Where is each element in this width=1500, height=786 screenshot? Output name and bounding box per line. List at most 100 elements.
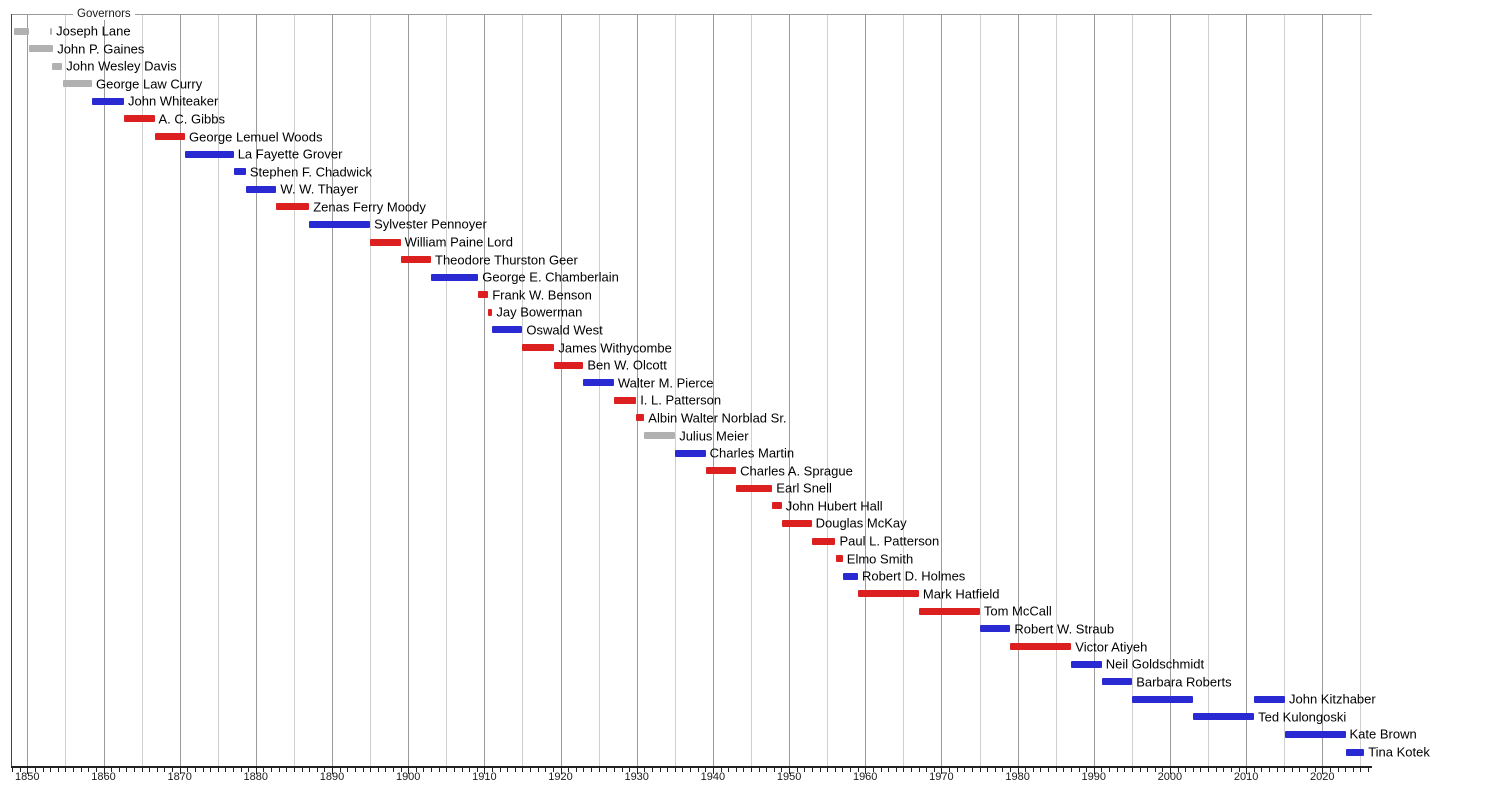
governor-bar	[400, 256, 432, 264]
governor-label: Albin Walter Norblad Sr.	[648, 410, 787, 426]
governor-label: Barbara Roberts	[1136, 674, 1232, 690]
axis-tick	[613, 768, 615, 772]
axis-tick	[194, 768, 196, 772]
axis-tick	[1299, 768, 1301, 772]
governor-bar	[245, 185, 277, 193]
year-label-1990: 1990	[1081, 771, 1107, 783]
gridline-1870	[179, 14, 181, 766]
axis-tick	[1109, 768, 1110, 772]
axis-tick	[1337, 768, 1339, 772]
governor-bar	[492, 326, 523, 334]
axis-tick	[1025, 768, 1027, 772]
axis-tick	[423, 768, 425, 772]
axis-tick	[910, 768, 912, 772]
gridline-1855	[65, 14, 67, 766]
axis-tick	[293, 768, 295, 772]
axis-tick	[1169, 768, 1171, 774]
governor-bar	[1345, 748, 1365, 756]
axis-tick	[834, 768, 836, 772]
gridline-1930	[636, 14, 638, 766]
axis-tick	[1147, 768, 1149, 772]
governor-bar	[51, 62, 63, 70]
governor-label: John Hubert Hall	[785, 498, 883, 514]
axis-tick	[164, 768, 166, 772]
axis-tick	[1329, 768, 1331, 772]
axis-tick	[712, 768, 714, 774]
gridline-1925	[598, 14, 600, 766]
gridline-1890	[332, 14, 333, 766]
axis-tick	[1078, 768, 1080, 772]
gridline-2000	[1169, 14, 1171, 766]
axis-tick	[1261, 768, 1263, 772]
axis-tick	[751, 768, 752, 772]
governor-label: Sylvester Pennoyer	[374, 216, 487, 232]
axis-tick	[484, 768, 486, 774]
gridline-1910	[484, 14, 486, 766]
axis-tick	[994, 768, 996, 772]
governor-bar	[858, 590, 919, 598]
year-label-1880: 1880	[243, 771, 269, 783]
axis-tick	[1192, 768, 1194, 772]
governor-label: George E. Chamberlain	[482, 269, 619, 285]
axis-tick	[1185, 768, 1187, 772]
year-label-1940: 1940	[700, 771, 726, 783]
gridline-1915	[522, 14, 524, 766]
axis-tick	[332, 768, 333, 774]
governor-label: John Wesley Davis	[66, 58, 177, 74]
year-label-1920: 1920	[548, 771, 573, 783]
axis-tick	[819, 768, 821, 772]
axis-tick	[141, 768, 143, 772]
axis-tick	[1215, 768, 1217, 772]
axis-tick	[1017, 768, 1019, 774]
axis-tick	[857, 768, 859, 772]
axis-tick	[827, 768, 829, 772]
axis-tick	[453, 768, 455, 772]
gridline-1865	[141, 14, 143, 766]
governor-bar	[370, 238, 401, 246]
axis-tick	[987, 768, 989, 772]
plot-top-border	[11, 14, 1372, 15]
axis-tick	[34, 768, 36, 772]
axis-tick	[636, 768, 638, 774]
axis-tick	[1124, 768, 1126, 772]
axis-tick	[469, 768, 471, 772]
gridline-1850	[27, 14, 29, 766]
governor-label: Robert D. Holmes	[862, 568, 966, 584]
axis-tick	[964, 768, 966, 772]
axis-tick	[286, 768, 288, 772]
governor-label: George Lemuel Woods	[189, 129, 323, 144]
axis-tick	[575, 768, 577, 772]
axis-tick	[674, 768, 676, 772]
governor-label: W. W. Thayer	[280, 181, 359, 197]
year-label-2010: 2010	[1233, 771, 1259, 783]
governor-bar	[835, 555, 843, 563]
axis-tick	[888, 768, 890, 772]
axis-tick	[431, 768, 432, 772]
axis-tick	[347, 768, 349, 772]
axis-tick	[1093, 768, 1095, 774]
governor-label: Ben W. Olcott	[587, 357, 667, 373]
axis-tick	[537, 768, 539, 772]
gridline-1975	[979, 14, 981, 766]
governor-label: Elmo Smith	[846, 551, 914, 567]
gridline-1860	[103, 14, 105, 766]
axis-tick	[248, 768, 250, 772]
axis-tick	[461, 768, 463, 772]
governor-label: Earl Snell	[776, 480, 832, 496]
gridline-1905	[446, 14, 448, 766]
governor-bar	[233, 168, 246, 176]
year-label-1850: 1850	[15, 771, 40, 783]
axis-tick	[949, 768, 950, 772]
axis-tick	[73, 768, 74, 772]
axis-tick	[1055, 768, 1057, 772]
axis-tick	[179, 768, 181, 774]
axis-tick	[941, 768, 943, 774]
axis-tick	[659, 768, 661, 772]
axis-tick	[1063, 768, 1065, 772]
governor-bar	[583, 379, 614, 387]
axis-tick	[1101, 768, 1103, 772]
governor-bar	[124, 115, 155, 123]
axis-tick	[1040, 768, 1042, 772]
axis-tick	[1246, 768, 1248, 774]
year-label-1910: 1910	[472, 771, 497, 783]
